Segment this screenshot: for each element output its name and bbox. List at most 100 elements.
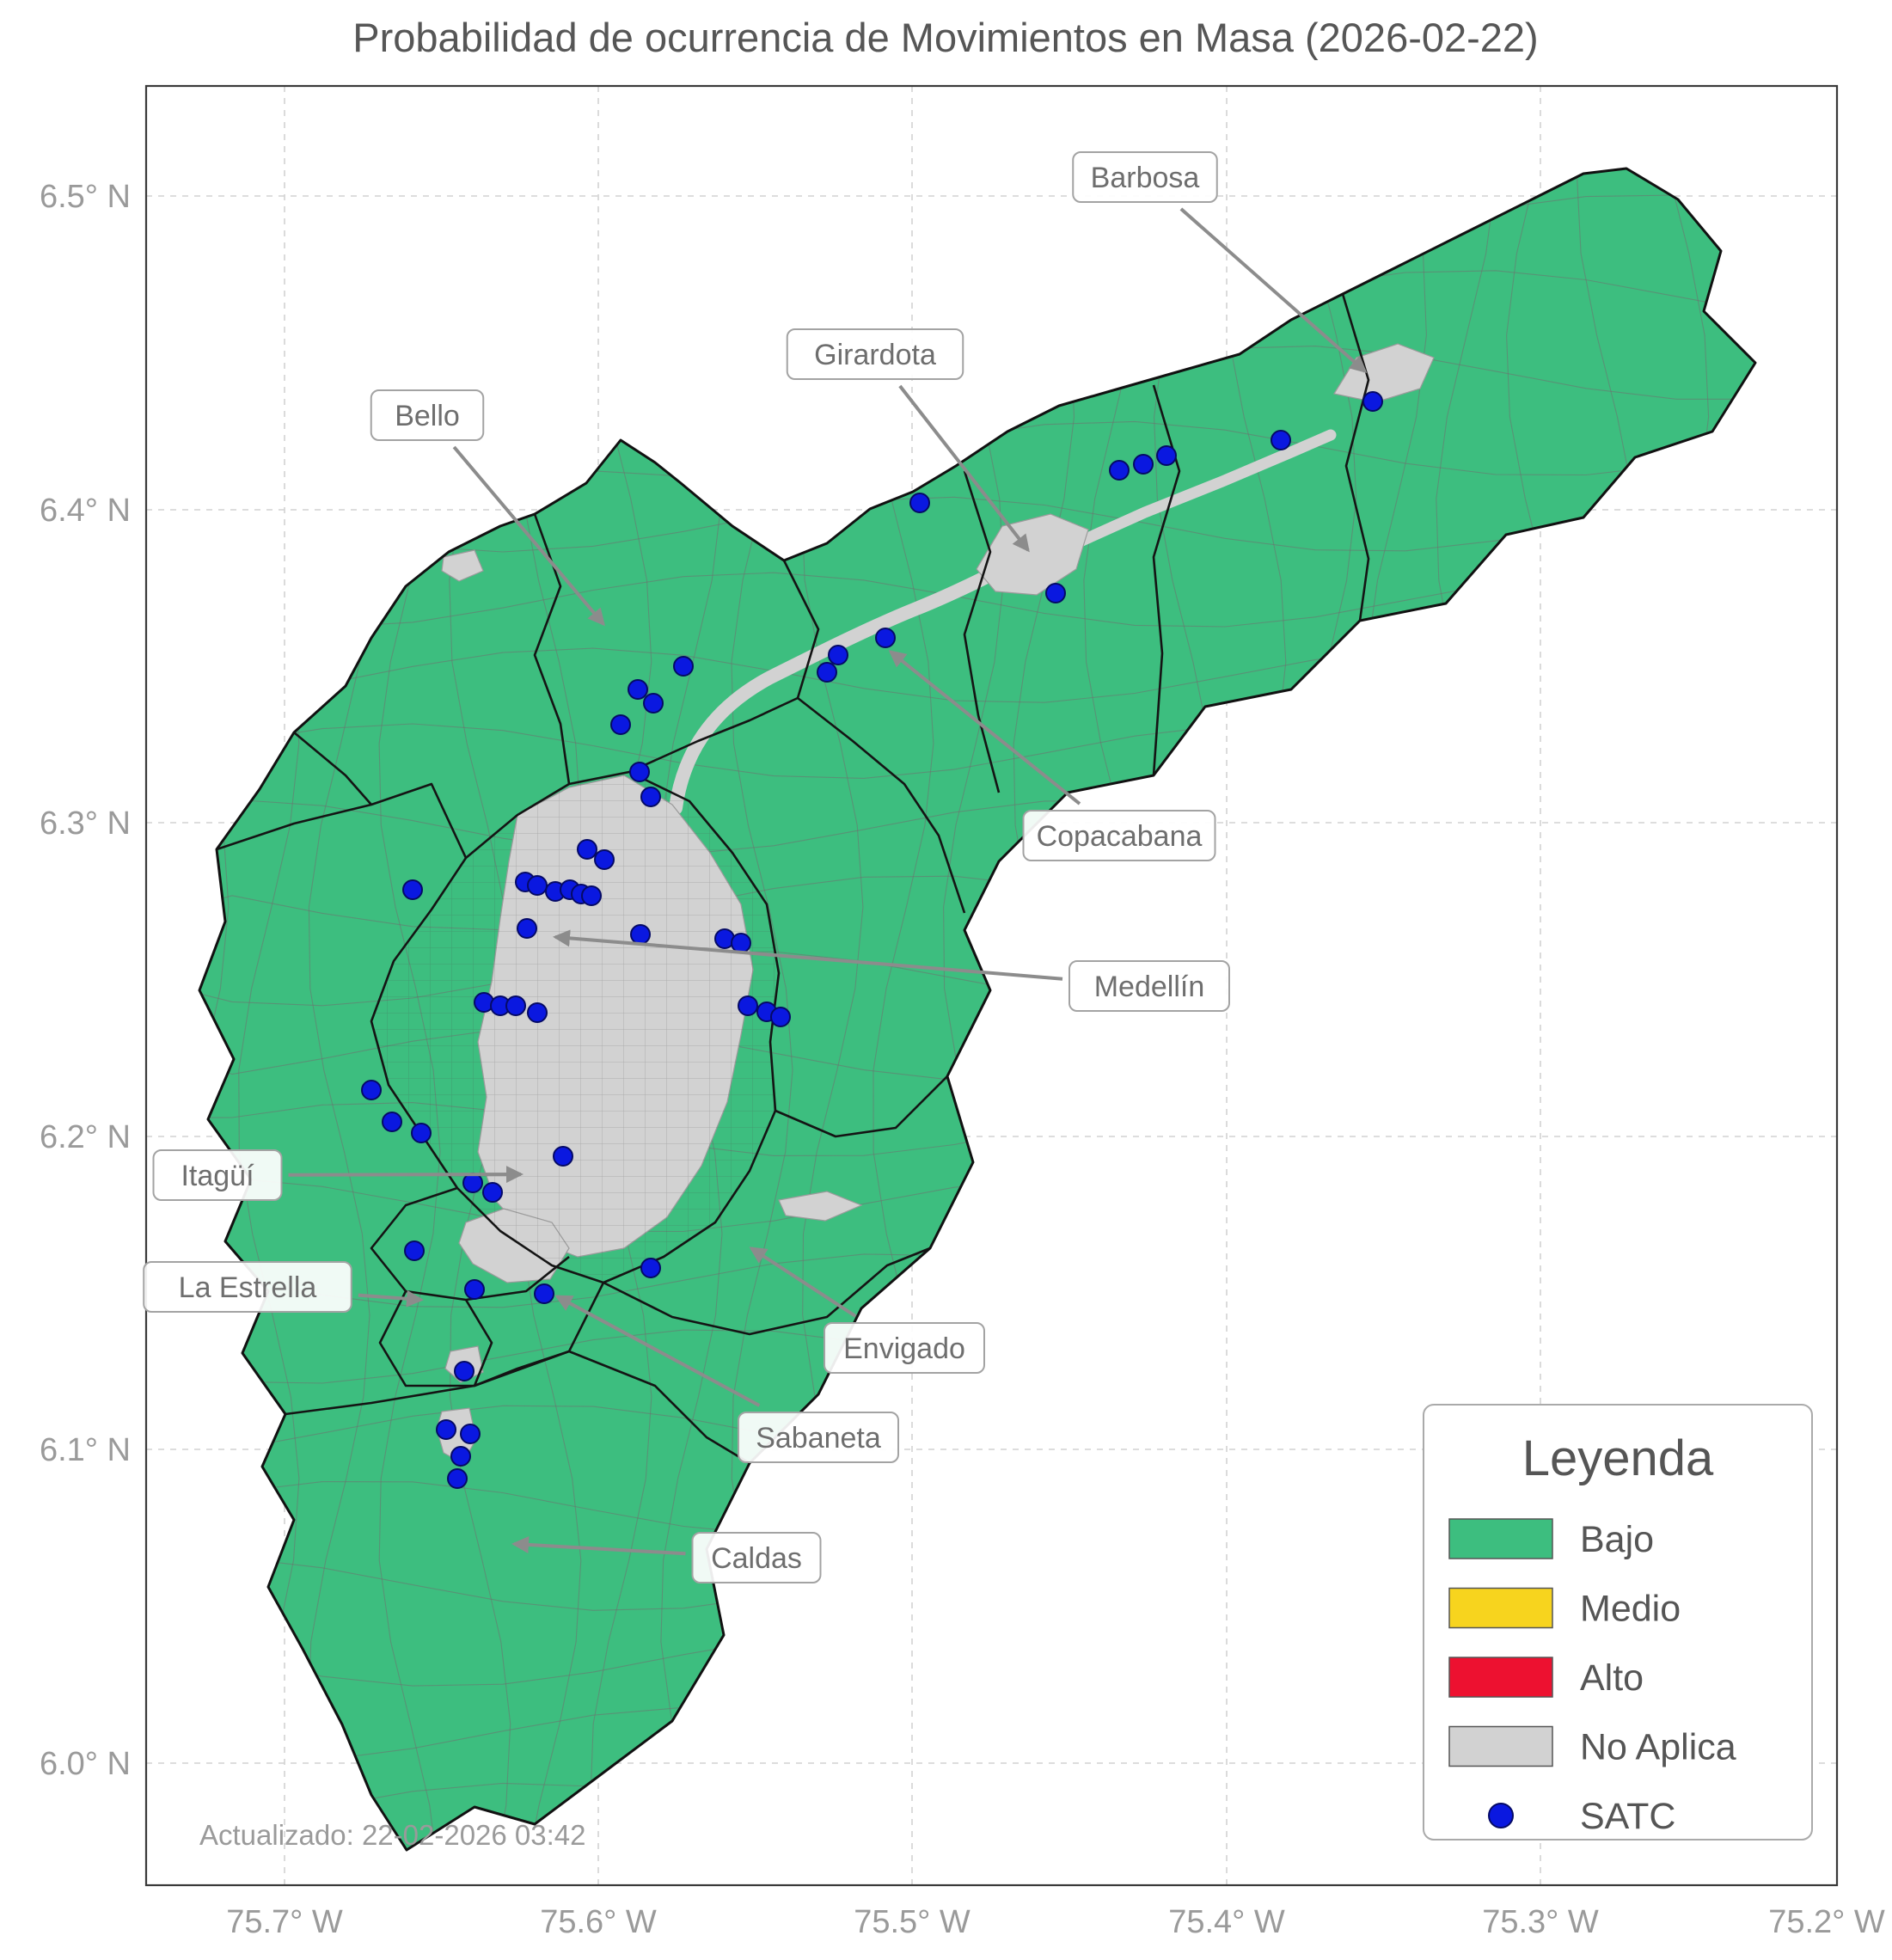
satc-dot	[527, 875, 548, 896]
annotation-arrow	[553, 929, 1063, 981]
satc-dot	[517, 918, 537, 939]
legend-label: SATC	[1580, 1796, 1676, 1837]
legend-swatch-no-aplica	[1448, 1725, 1553, 1767]
urban-area-envigado	[778, 1191, 863, 1222]
updated-timestamp: Actualizado: 22-02-2026 03:42	[199, 1819, 586, 1851]
annotation-arrow	[511, 1535, 686, 1556]
legend-label: No Aplica	[1580, 1727, 1736, 1768]
satc-dot	[640, 787, 661, 807]
satc-dot	[581, 885, 602, 906]
satc-dot	[630, 924, 651, 945]
satc-dot	[610, 714, 631, 735]
legend-label: Alto	[1580, 1657, 1644, 1699]
legend-entries: Bajo Medio Alto No Aplica SATC	[1448, 1518, 1736, 1837]
annotation-label: Caldas	[711, 1542, 802, 1575]
legend-title: Leyenda	[1522, 1430, 1714, 1486]
lon-tick-label: 75.7° W	[226, 1904, 343, 1940]
urban-area-west-small	[315, 658, 348, 685]
satc-dot	[382, 1112, 402, 1132]
municipal-boundary-medellin-bello-ne	[628, 696, 799, 774]
annotation-arrow	[888, 650, 1081, 805]
subdivision-line	[1013, 168, 1075, 1850]
satc-dot	[875, 628, 896, 648]
lat-tick-label: 6.0° N	[40, 1746, 131, 1782]
plot-border	[144, 84, 1839, 1887]
annotation-arrow	[554, 1295, 761, 1407]
satc-dot	[464, 1279, 485, 1300]
annotation-label: La Estrella	[179, 1271, 317, 1304]
satc-dot	[505, 995, 526, 1016]
annotation-label: Girardota	[814, 339, 936, 371]
municipal-boundary-envigado-south	[603, 1246, 931, 1336]
urban-area-girardota	[976, 513, 1089, 596]
satc-dot	[553, 1146, 573, 1167]
annotation-label-box	[143, 1261, 352, 1313]
legend-swatch-medio	[1448, 1587, 1553, 1629]
municipal-boundary-bello-copacabana	[782, 560, 820, 699]
satc-dot	[673, 656, 694, 677]
annotation-arrow	[288, 1166, 524, 1184]
legend: Leyenda Bajo Medio Alto No Aplica SATC	[1423, 1404, 1813, 1841]
annotation-label-box	[1072, 151, 1218, 203]
satc-dot	[640, 1258, 661, 1278]
lat-tick-label: 6.4° N	[40, 493, 131, 529]
annotation-label-box	[738, 1412, 899, 1463]
satc-dot	[577, 839, 597, 860]
satc-dot	[1156, 445, 1177, 466]
annotation-label: Bello	[395, 400, 460, 432]
urban-area-bello-north	[441, 549, 484, 582]
annotation-label: Envigado	[843, 1332, 965, 1365]
satc-dot	[629, 762, 650, 782]
lat-tick-label: 6.1° N	[40, 1432, 131, 1468]
satc-dot	[447, 1468, 468, 1489]
map-region-group	[199, 168, 1755, 1850]
city-annotations: Barbosa Girardota Bello Copacabana Medellín I…	[143, 151, 1368, 1583]
annotation-label-box	[786, 328, 964, 380]
annotation-arrow	[358, 1289, 424, 1308]
satc-dot	[770, 1007, 791, 1027]
satc-dot	[628, 679, 648, 700]
lon-tick-label: 75.5° W	[854, 1904, 970, 1940]
probability-region-bajo	[199, 168, 1755, 1850]
municipal-boundary-la-estrella	[378, 1290, 475, 1387]
lon-tick-label: 75.4° W	[1168, 1904, 1285, 1940]
lon-tick-label: 75.2° W	[1768, 1904, 1885, 1940]
satc-dot	[1362, 391, 1383, 412]
satc-dot	[1109, 460, 1130, 481]
legend-label: Bajo	[1580, 1519, 1654, 1560]
legend-label: Medio	[1580, 1589, 1681, 1630]
annotation-arrow	[452, 445, 605, 627]
satc-dot	[450, 1446, 471, 1467]
municipal-boundary-girardota-barbosa	[1152, 384, 1181, 776]
annotation-label-box	[824, 1322, 985, 1374]
municipal-boundary-copacabana-girardota	[963, 470, 1001, 793]
municipal-boundary-barbosa-inner	[1341, 293, 1370, 622]
satc-dot	[731, 933, 751, 953]
satc-dot	[643, 693, 664, 714]
municipal-boundary-caldas-north	[285, 1350, 750, 1465]
legend-swatch-bajo	[1448, 1518, 1553, 1559]
lon-tick-label: 75.6° W	[540, 1904, 657, 1940]
municipal-boundary-medellin	[370, 770, 781, 1284]
satc-dot	[828, 645, 848, 665]
lon-tick-label: 75.3° W	[1482, 1904, 1599, 1940]
satc-dot	[1045, 583, 1066, 603]
satc-dot	[436, 1419, 456, 1440]
annotation-label: Copacabana	[1037, 820, 1203, 853]
satc-dot	[454, 1361, 475, 1381]
annotation-label: Sabaneta	[756, 1422, 881, 1455]
satc-dot	[404, 1240, 425, 1261]
legend-swatch-alto	[1448, 1657, 1553, 1698]
urban-blocks-texture	[371, 772, 779, 1283]
legend-dot-satc	[1488, 1803, 1514, 1828]
urban-river-corridor	[669, 554, 1026, 815]
satc-dot	[460, 1424, 481, 1444]
annotation-label-box	[1068, 960, 1230, 1012]
satc-stations	[361, 391, 1383, 1489]
axes-grid: 6.5° N 6.4° N 6.3° N 6.2° N 6.1° N 6.0° N 75.7…	[40, 86, 1885, 1940]
municipal-boundary-envigado-north	[775, 1075, 948, 1138]
satc-dot	[738, 995, 758, 1016]
satc-dot	[462, 1173, 483, 1193]
